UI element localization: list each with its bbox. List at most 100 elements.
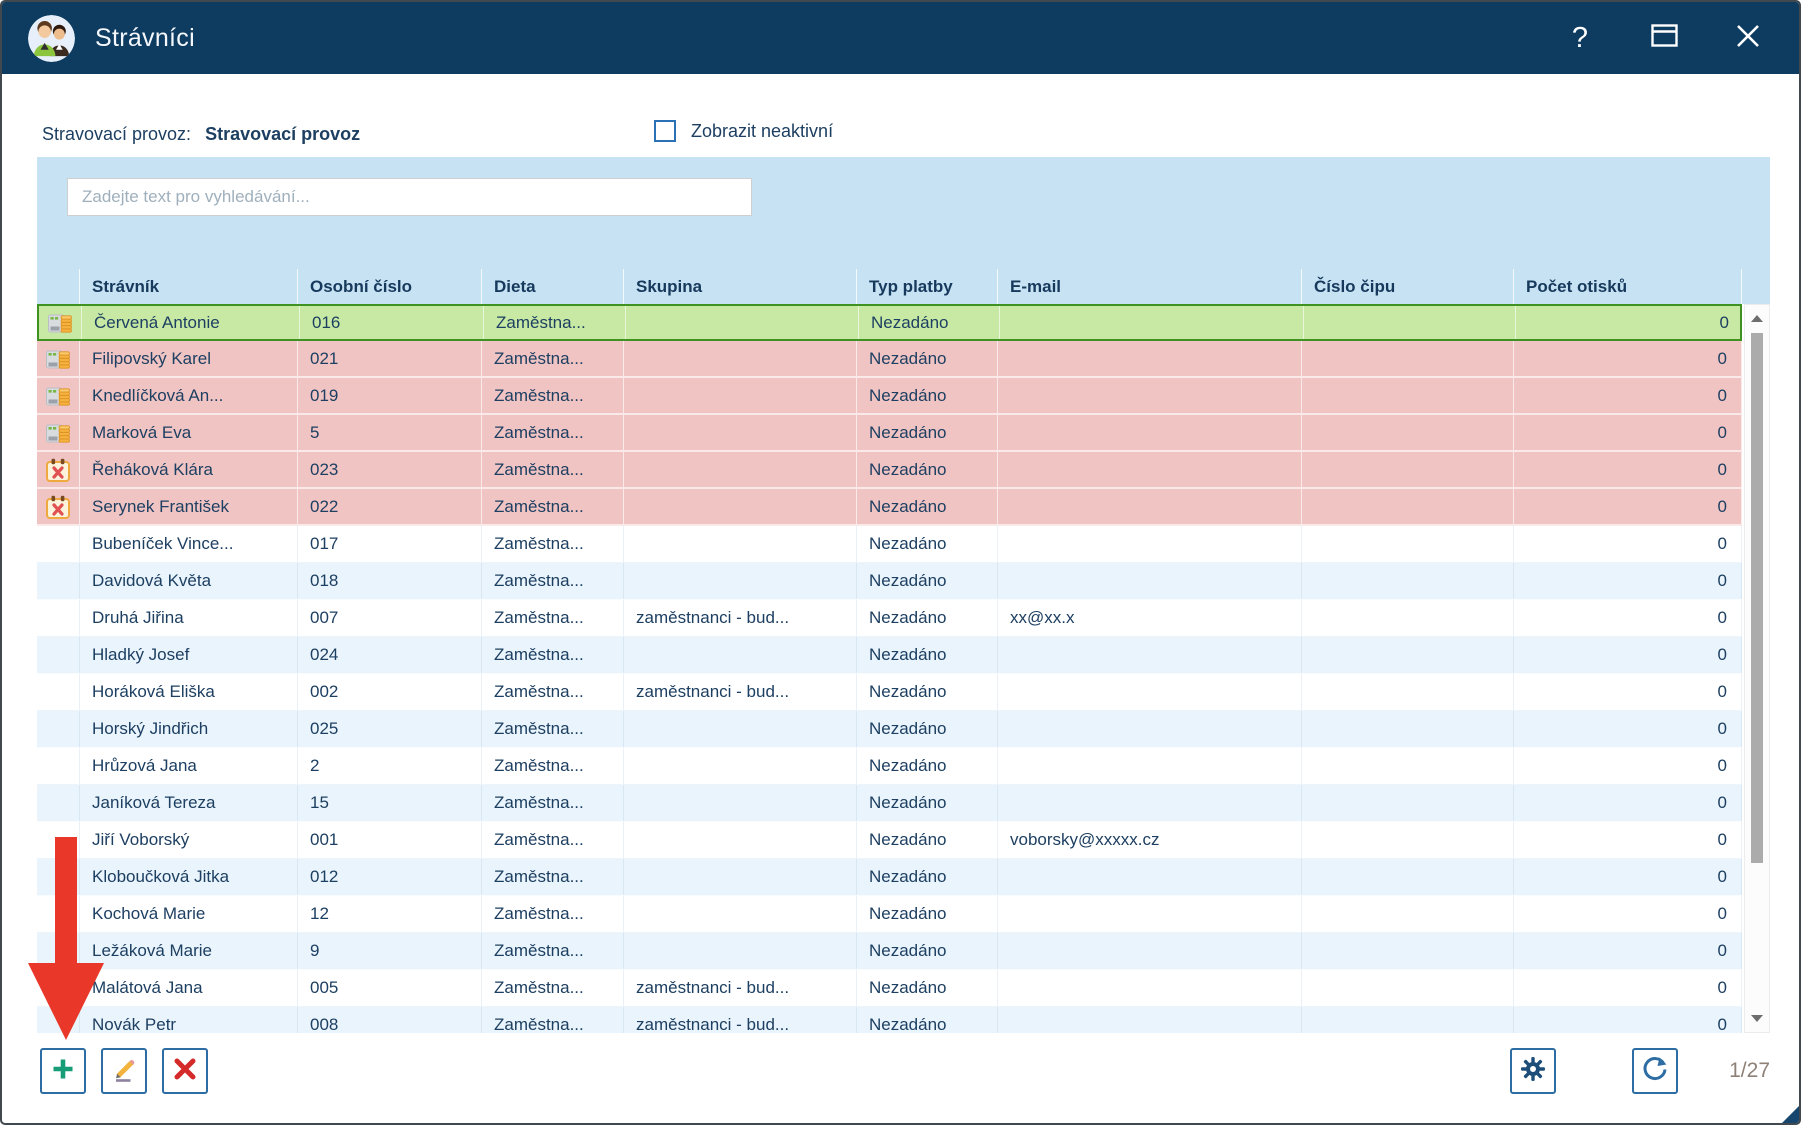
table-row[interactable]: Knedlíčková An... 019 Zaměstna... Nezadá… (37, 378, 1742, 415)
scroll-down-icon[interactable] (1751, 1015, 1763, 1022)
table-row[interactable]: Serynek František 022 Zaměstna... Nezadá… (37, 489, 1742, 526)
cell-osobni-cislo: 15 (298, 785, 482, 821)
cell-skupina (624, 489, 857, 524)
table-row[interactable]: Horský Jindřich 025 Zaměstna... Nezadáno… (37, 711, 1742, 748)
row-status-cell (37, 378, 80, 413)
table-row[interactable]: Jiří Voborský 001 Zaměstna... Nezadáno v… (37, 822, 1742, 859)
cell-cislo-cipu (1302, 489, 1514, 524)
cell-stravnik: Bubeníček Vince... (80, 526, 298, 562)
cell-skupina (626, 306, 859, 339)
cell-pocet-otisku: 0 (1514, 970, 1742, 1006)
column-header[interactable]: Typ platby (857, 269, 998, 304)
cell-pocet-otisku: 0 (1514, 563, 1742, 599)
cell-stravnik: Hrůzová Jana (80, 748, 298, 784)
cell-osobni-cislo: 021 (298, 341, 482, 376)
cell-typ-platby: Nezadáno (857, 378, 998, 413)
column-header[interactable]: Číslo čipu (1302, 269, 1514, 304)
column-header[interactable]: Počet otisků (1514, 269, 1742, 304)
help-button[interactable]: ? (1563, 21, 1597, 55)
cell-osobni-cislo: 007 (298, 600, 482, 636)
delete-button[interactable] (162, 1048, 208, 1094)
cell-osobni-cislo: 9 (298, 933, 482, 969)
cell-dieta: Zaměstna... (482, 489, 624, 524)
cell-dieta: Zaměstna... (482, 415, 624, 450)
cell-skupina (624, 415, 857, 450)
cell-email (998, 526, 1302, 562)
settings-button[interactable] (1510, 1048, 1556, 1094)
cell-stravnik: Knedlíčková An... (80, 378, 298, 413)
search-input[interactable] (67, 178, 752, 216)
show-inactive-checkbox[interactable] (654, 120, 676, 142)
cell-osobni-cislo: 024 (298, 637, 482, 673)
cell-dieta: Zaměstna... (482, 859, 624, 895)
cell-stravnik: Marková Eva (80, 415, 298, 450)
cell-stravnik: Horský Jindřich (80, 711, 298, 747)
cell-email (998, 489, 1302, 524)
table-row[interactable]: Hladký Josef 024 Zaměstna... Nezadáno 0 (37, 637, 1742, 674)
table-row[interactable]: Filipovský Karel 021 Zaměstna... Nezadán… (37, 341, 1742, 378)
table-row[interactable]: Červená Antonie 016 Zaměstna... Nezadáno… (37, 304, 1742, 341)
table-row[interactable]: Davidová Květa 018 Zaměstna... Nezadáno … (37, 563, 1742, 600)
table-row[interactable]: Janíková Tereza 15 Zaměstna... Nezadáno … (37, 785, 1742, 822)
cell-skupina (624, 563, 857, 599)
cell-pocet-otisku: 0 (1514, 785, 1742, 821)
refresh-button[interactable] (1632, 1048, 1678, 1094)
cell-stravnik: Hladký Josef (80, 637, 298, 673)
scroll-up-icon[interactable] (1751, 315, 1763, 322)
scrollbar-thumb[interactable] (1751, 333, 1763, 863)
cell-dieta: Zaměstna... (482, 970, 624, 1006)
row-status-cell (37, 637, 80, 673)
cell-typ-platby: Nezadáno (857, 415, 998, 450)
window-title: Strávníci (95, 23, 195, 52)
cell-skupina (624, 859, 857, 895)
table-row[interactable]: Horáková Eliška 002 Zaměstna... zaměstna… (37, 674, 1742, 711)
maximize-button[interactable] (1647, 21, 1681, 55)
edit-button[interactable] (101, 1048, 147, 1094)
cell-osobni-cislo: 12 (298, 896, 482, 932)
gear-icon (1520, 1056, 1546, 1087)
row-status-cell (37, 526, 80, 562)
cell-cislo-cipu (1302, 822, 1514, 858)
row-status-cell (37, 785, 80, 821)
refresh-icon (1641, 1055, 1669, 1088)
column-header[interactable]: Dieta (482, 269, 624, 304)
column-header[interactable]: Osobní číslo (298, 269, 482, 304)
cell-dieta: Zaměstna... (482, 341, 624, 376)
column-header[interactable]: Skupina (624, 269, 857, 304)
add-button[interactable] (40, 1048, 86, 1094)
column-header[interactable]: Strávník (80, 269, 298, 304)
table-row[interactable]: Bubeníček Vince... 017 Zaměstna... Nezad… (37, 526, 1742, 563)
cell-email: xx@xx.x (998, 600, 1302, 636)
row-status-cell (37, 896, 80, 932)
column-header[interactable]: E-mail (998, 269, 1302, 304)
table-row[interactable]: Druhá Jiřina 007 Zaměstna... zaměstnanci… (37, 600, 1742, 637)
cell-email (998, 970, 1302, 1006)
cell-dieta: Zaměstna... (482, 526, 624, 562)
cell-skupina (624, 785, 857, 821)
table-row[interactable]: Kloboučková Jitka 012 Zaměstna... Nezadá… (37, 859, 1742, 896)
table-row[interactable]: Řeháková Klára 023 Zaměstna... Nezadáno … (37, 452, 1742, 489)
table-row[interactable]: Marková Eva 5 Zaměstna... Nezadáno 0 (37, 415, 1742, 452)
table-row[interactable]: Ležáková Marie 9 Zaměstna... Nezadáno 0 (37, 933, 1742, 970)
cell-typ-platby: Nezadáno (857, 674, 998, 710)
vertical-scrollbar[interactable] (1744, 304, 1770, 1033)
table-row[interactable]: Malátová Jana 005 Zaměstna... zaměstnanc… (37, 970, 1742, 1007)
resize-grip[interactable] (1782, 1106, 1799, 1123)
cell-typ-platby: Nezadáno (857, 563, 998, 599)
close-button[interactable] (1731, 21, 1765, 55)
row-status-cell (37, 748, 80, 784)
table-row[interactable]: Novák Petr 008 Zaměstna... zaměstnanci -… (37, 1007, 1742, 1033)
cell-email (998, 674, 1302, 710)
cell-stravnik: Serynek František (80, 489, 298, 524)
cell-skupina (624, 711, 857, 747)
cell-stravnik: Jiří Voborský (80, 822, 298, 858)
cell-pocet-otisku: 0 (1514, 896, 1742, 932)
table-row[interactable]: Kochová Marie 12 Zaměstna... Nezadáno 0 (37, 896, 1742, 933)
cell-stravnik: Janíková Tereza (80, 785, 298, 821)
cell-osobni-cislo: 5 (298, 415, 482, 450)
cell-typ-platby: Nezadáno (857, 896, 998, 932)
table-row[interactable]: Hrůzová Jana 2 Zaměstna... Nezadáno 0 (37, 748, 1742, 785)
cell-cislo-cipu (1302, 970, 1514, 1006)
cell-pocet-otisku: 0 (1514, 600, 1742, 636)
cell-email (998, 563, 1302, 599)
